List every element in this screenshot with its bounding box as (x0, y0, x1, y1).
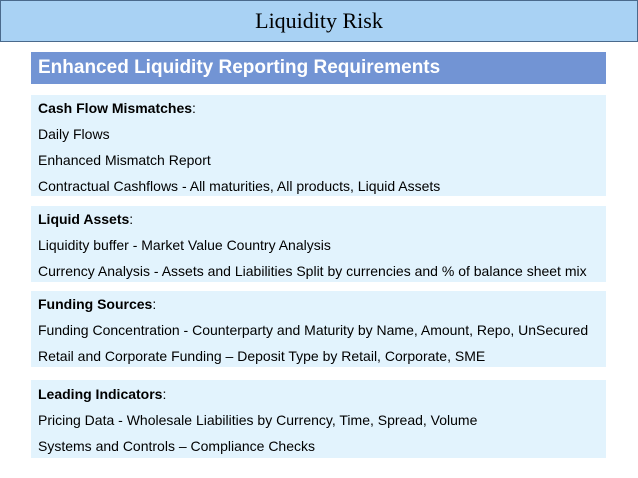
heading-text: Enhanced Liquidity Reporting Requirement… (38, 57, 441, 78)
section-label-line: Liquid Assets: (38, 211, 134, 227)
title-bar: Liquidity Risk (0, 0, 638, 42)
section-label-line: Funding Sources: (38, 296, 157, 312)
section-label: Cash Flow Mismatches (38, 100, 193, 116)
section-heading: Enhanced Liquidity Reporting Requirement… (31, 52, 606, 84)
section-label: Funding Sources (38, 296, 153, 312)
liquid-assets-box: Liquid Assets: Liquidity buffer - Market… (31, 206, 606, 282)
list-item: Enhanced Mismatch Report (38, 152, 211, 168)
list-item: Systems and Controls – Compliance Checks (38, 438, 316, 454)
section-label-line: Leading Indicators: (38, 386, 167, 402)
section-label-line: Cash Flow Mismatches: (38, 100, 196, 116)
section-label: Liquid Assets (38, 211, 130, 227)
list-item: Pricing Data - Wholesale Liabilities by … (38, 412, 478, 428)
list-item: Liquidity buffer - Market Value Country … (38, 237, 331, 253)
leading-indicators-box: Leading Indicators: Pricing Data - Whole… (31, 380, 606, 458)
list-item: Funding Concentration - Counterparty and… (38, 322, 589, 338)
list-item: Retail and Corporate Funding – Deposit T… (38, 348, 486, 364)
list-item: Currency Analysis - Assets and Liabiliti… (38, 263, 587, 279)
cash-flow-mismatches-box: Cash Flow Mismatches: Daily Flows Enhanc… (31, 95, 606, 196)
list-item: Contractual Cashflows - All maturities, … (38, 178, 441, 194)
list-item: Daily Flows (38, 126, 110, 142)
page-title: Liquidity Risk (255, 8, 383, 33)
funding-sources-box: Funding Sources: Funding Concentration -… (31, 291, 606, 367)
section-label: Leading Indicators (38, 386, 163, 402)
